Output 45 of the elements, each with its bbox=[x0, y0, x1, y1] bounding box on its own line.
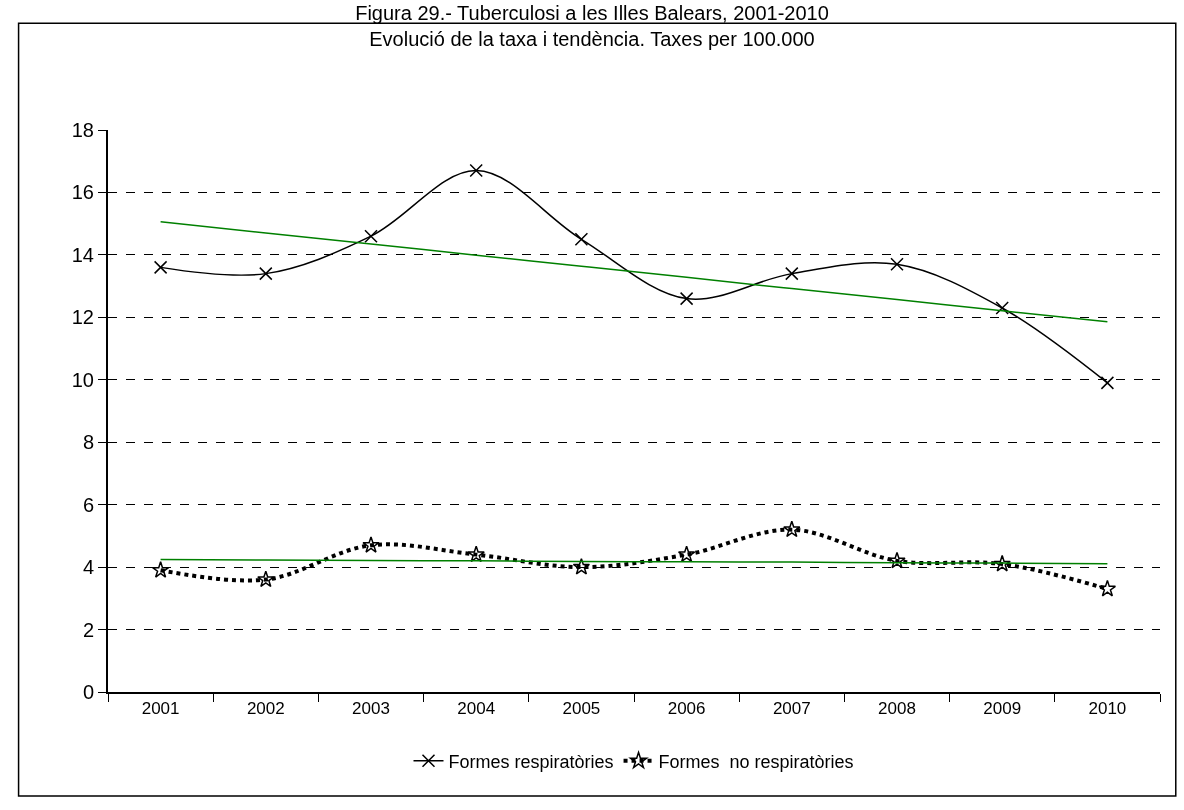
point bbox=[572, 557, 591, 575]
legend-label: Formes no respiratòries bbox=[658, 751, 854, 772]
point bbox=[467, 545, 485, 563]
chart-title: Figura 29.- Tuberculosi a les Illes Balears, 2001-2010 bbox=[355, 2, 829, 25]
x-tick-label: 2001 bbox=[141, 699, 180, 719]
point bbox=[888, 551, 906, 569]
point bbox=[995, 301, 1009, 315]
line-series bbox=[159, 221, 1109, 323]
y-tick-label: 2 bbox=[82, 618, 94, 641]
point bbox=[259, 266, 273, 281]
point bbox=[364, 229, 378, 243]
x-tick-label: 2005 bbox=[562, 699, 601, 719]
x-tick-label: 2004 bbox=[457, 699, 496, 719]
point bbox=[362, 536, 380, 553]
x-tick-label: 2006 bbox=[667, 699, 706, 719]
point bbox=[1100, 376, 1115, 390]
y-tick-label: 18 bbox=[71, 119, 94, 141]
legend-label: Formes respiratòries bbox=[448, 751, 614, 772]
point bbox=[677, 545, 696, 563]
x-tick-label: 2009 bbox=[983, 699, 1022, 719]
point bbox=[679, 291, 694, 306]
y-tick-label: 8 bbox=[82, 431, 94, 454]
y-tick-label: 0 bbox=[82, 681, 94, 703]
point bbox=[783, 520, 801, 538]
point bbox=[151, 561, 170, 578]
y-tick-label: 16 bbox=[71, 181, 94, 204]
point bbox=[993, 554, 1011, 572]
point bbox=[574, 232, 589, 247]
point bbox=[1098, 579, 1117, 597]
x-tick-label: 2007 bbox=[772, 699, 811, 719]
point bbox=[890, 257, 904, 272]
y-tick-label: 14 bbox=[71, 243, 94, 266]
y-tick-label: 12 bbox=[71, 306, 94, 329]
x-tick-label: 2008 bbox=[878, 699, 916, 719]
y-tick-label: 4 bbox=[82, 556, 94, 579]
point bbox=[153, 260, 168, 275]
y-tick-label: 6 bbox=[82, 493, 94, 516]
point bbox=[469, 163, 483, 178]
y-tick-label: 10 bbox=[71, 368, 94, 391]
point bbox=[785, 266, 799, 281]
x-tick-label: 2010 bbox=[1088, 699, 1127, 719]
x-tick-label: 2002 bbox=[246, 699, 285, 719]
point bbox=[257, 570, 275, 588]
chart-subtitle: Evolució de la taxa i tendència. Taxes per 100.000 bbox=[369, 28, 815, 51]
x-tick-label: 2003 bbox=[352, 699, 390, 719]
